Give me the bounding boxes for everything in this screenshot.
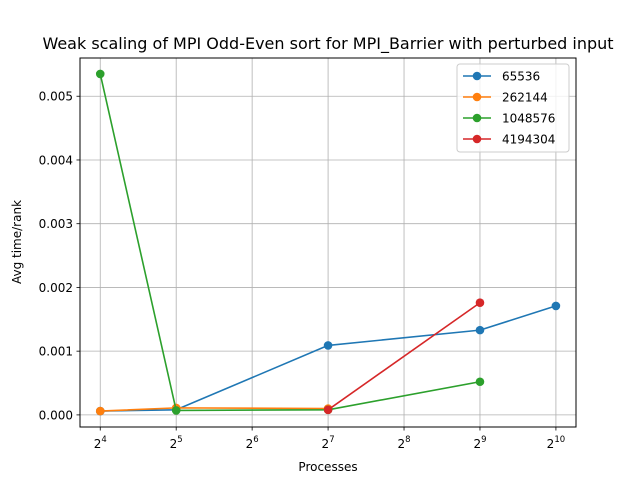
legend-marker (472, 113, 482, 123)
data-point (95, 69, 105, 79)
data-point (323, 405, 333, 415)
legend-item: 4194304 (463, 133, 555, 147)
x-tick-label: 24 (94, 435, 107, 451)
x-tick-label: 210 (547, 435, 565, 451)
y-tick-label: 0.004 (39, 153, 73, 167)
y-tick-label: 0.003 (39, 217, 73, 231)
legend: 65536 262144 1048576 4194304 (456, 63, 570, 153)
x-tick-label: 29 (473, 435, 486, 451)
legend-item: 1048576 (463, 112, 555, 126)
x-tick-label: 25 (170, 435, 183, 451)
series-4194304 (323, 298, 485, 415)
x-tick-label: 28 (397, 435, 410, 451)
x-tick-label: 27 (322, 435, 335, 451)
data-point (551, 301, 561, 311)
y-tick-label: 0.000 (39, 408, 73, 422)
legend-label: 262144 (502, 91, 548, 105)
data-point (475, 377, 485, 387)
legend-label: 65536 (502, 70, 540, 84)
legend-item: 65536 (463, 70, 540, 84)
data-point (475, 298, 485, 308)
y-tick-label: 0.005 (39, 90, 73, 104)
legend-marker (472, 134, 482, 144)
data-point (323, 341, 333, 350)
legend-label: 4194304 (502, 133, 555, 147)
data-point (171, 406, 181, 415)
legend-box (456, 63, 570, 153)
legend-label: 1048576 (502, 112, 555, 126)
series-layer (95, 69, 561, 416)
series-line (327, 302, 481, 411)
legend-marker (472, 71, 482, 81)
x-tick-label: 26 (246, 435, 259, 451)
series-line (99, 73, 481, 412)
data-point (475, 325, 485, 335)
legend-item: 262144 (463, 91, 548, 105)
data-point (95, 406, 105, 416)
y-axis-label: Avg time/rank (10, 200, 24, 284)
legend-marker (472, 92, 482, 102)
x-axis-label: Processes (298, 460, 357, 474)
chart-title: Weak scaling of MPI Odd-Even sort for MP… (42, 34, 613, 54)
ticks: 24 25 26 27 28 29 210 0.000 0.001 0.002 0.003 0.004… (39, 90, 566, 451)
y-tick-label: 0.002 (39, 281, 73, 295)
y-tick-label: 0.001 (39, 345, 73, 359)
